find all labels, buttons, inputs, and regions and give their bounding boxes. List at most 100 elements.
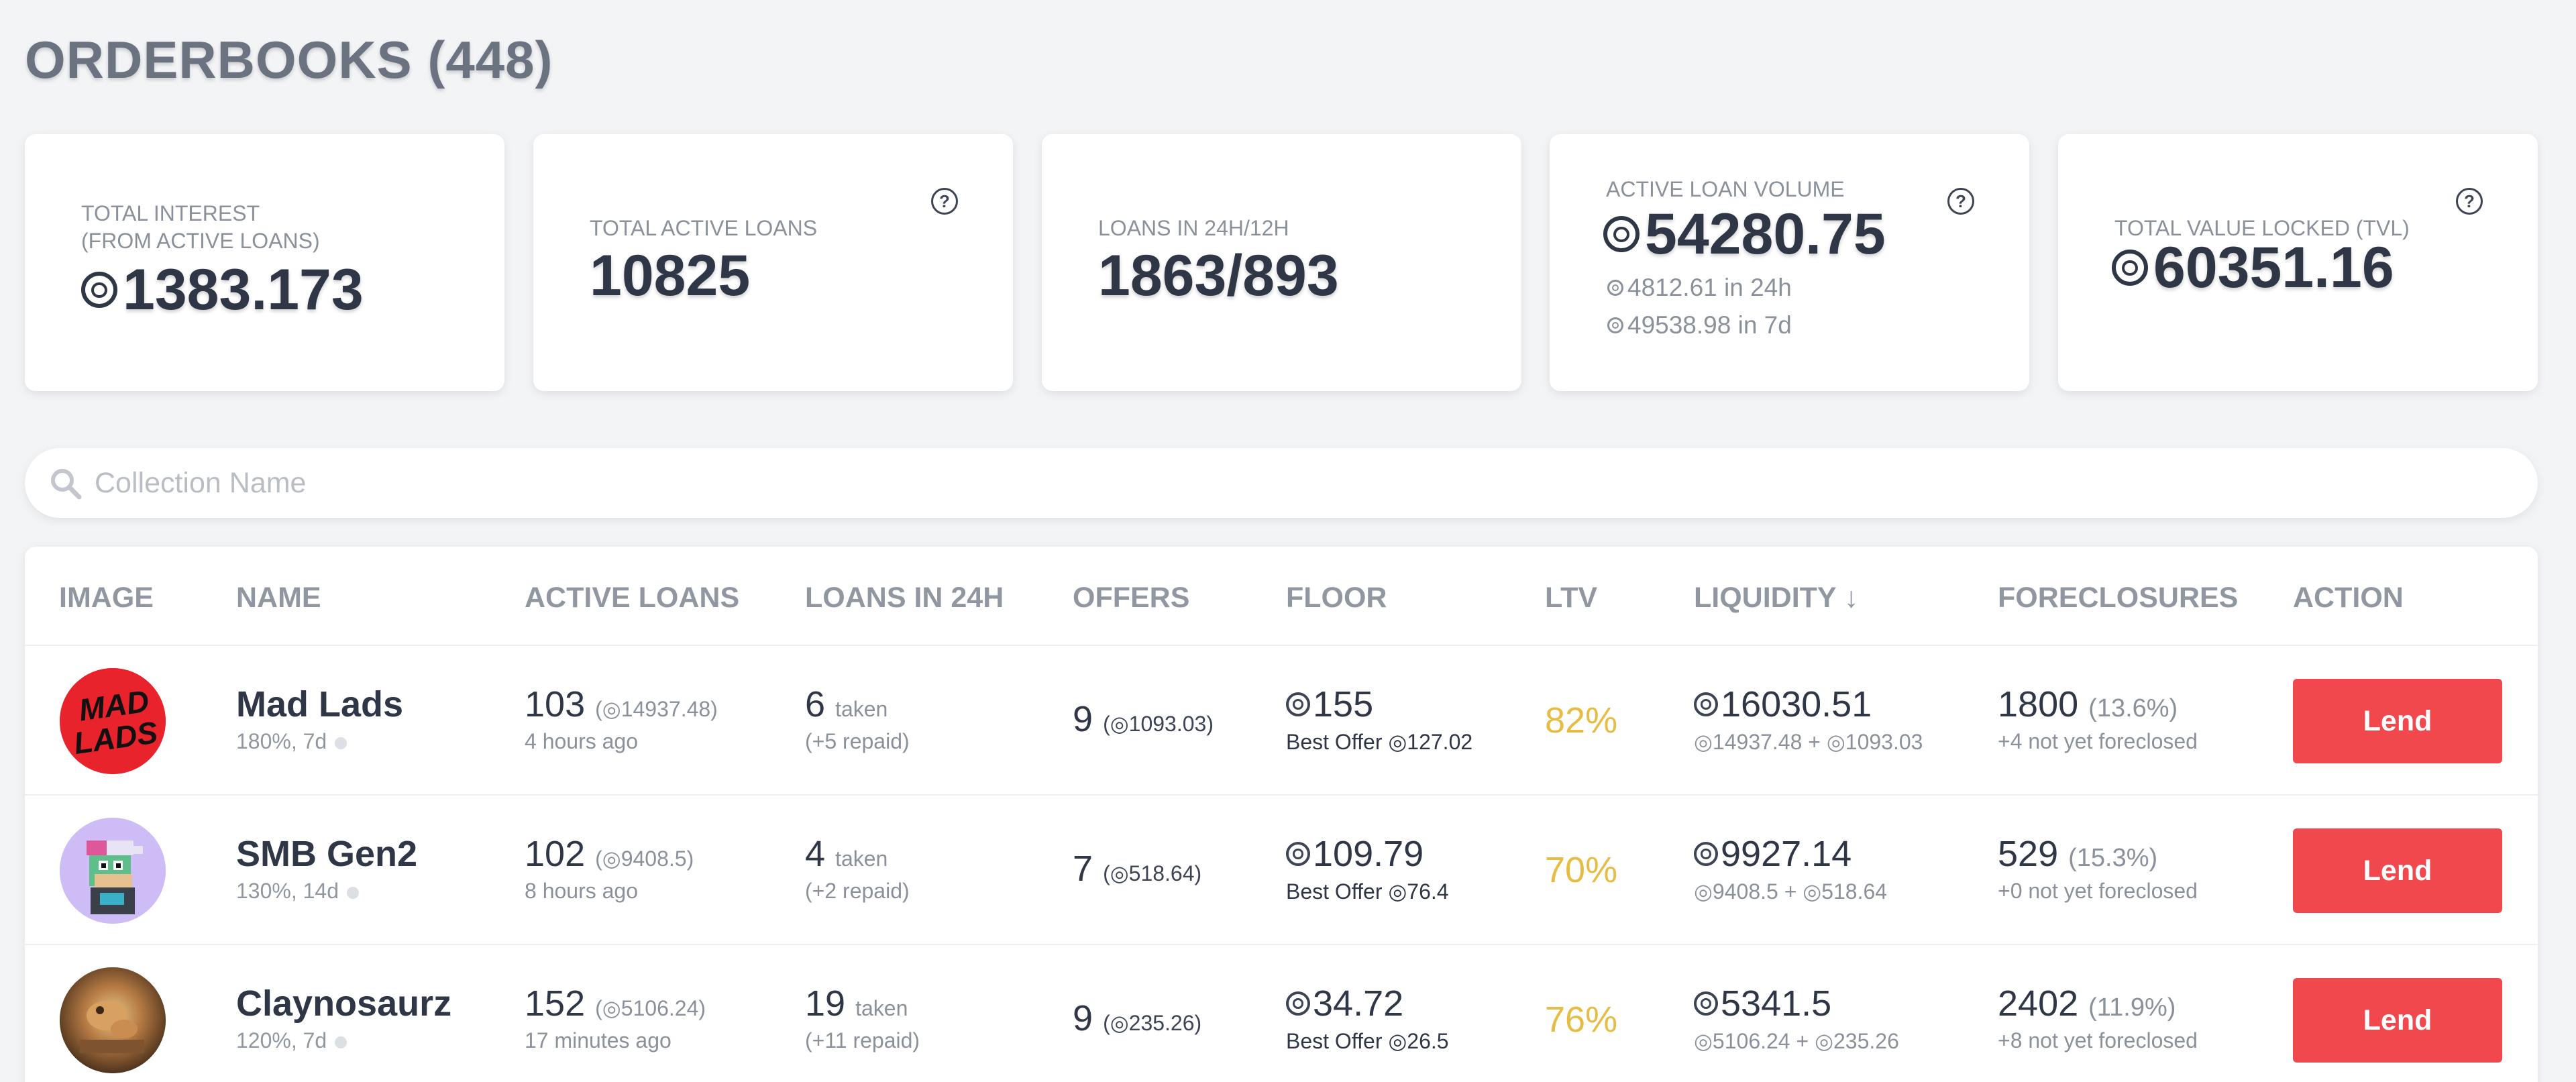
claynosaurz-image-icon	[60, 967, 166, 1073]
foreclosures-note: +0 not yet foreclosed	[1998, 879, 2198, 903]
total-interest-value-wrap: 1383.173	[81, 257, 364, 323]
collection-name-cell: Claynosaurz 120%, 7d	[236, 983, 451, 1053]
table-row[interactable]: SMB Gen2 130%, 14d 102 (◎9408.5) 8 hours…	[25, 796, 2538, 945]
help-icon[interactable]: ?	[2456, 188, 2483, 215]
collection-name[interactable]: Mad Lads	[236, 684, 404, 724]
offers-count: 9 (◎235.26)	[1073, 997, 1201, 1039]
active-loans-amount: (◎9408.5)	[595, 847, 694, 871]
active-loan-volume-label: ACTIVE LOAN VOLUME	[1606, 177, 1845, 201]
floor-cell: 34.72 Best Offer ◎26.5	[1286, 983, 1449, 1054]
table-row[interactable]: Claynosaurz 120%, 7d 152 (◎5106.24) 17 m…	[25, 945, 2538, 1082]
sol-coin-icon	[1286, 692, 1310, 716]
col-liquidity[interactable]: LIQUIDITY ↓	[1694, 582, 1859, 614]
loans-24h-value: 1863/893	[1098, 244, 1339, 308]
status-dot-icon	[335, 1036, 347, 1048]
sol-coin-icon	[2112, 250, 2148, 286]
help-icon[interactable]: ?	[1947, 188, 1974, 215]
liquidity-breakdown: ◎9408.5 + ◎518.64	[1694, 879, 1888, 904]
foreclosures-cell: 529 (15.3%) +0 not yet foreclosed	[1998, 833, 2198, 904]
best-offer: Best Offer ◎127.02	[1286, 730, 1473, 754]
foreclosures-pct: (13.6%)	[2088, 694, 2178, 722]
total-active-loans-value: 10825	[590, 244, 751, 308]
offers-value: 7	[1073, 849, 1093, 889]
loans-24h-count: 4 taken	[805, 833, 910, 875]
volume-24h: 4812.61 in 24h	[1607, 274, 1792, 302]
loans-24h-cell: 4 taken (+2 repaid)	[805, 833, 910, 904]
best-offer: Best Offer ◎76.4	[1286, 879, 1449, 904]
mad-lads-logo-icon: MAD LADS	[60, 668, 166, 774]
foreclosures-note: +8 not yet foreclosed	[1998, 1028, 2198, 1052]
loans-taken-label: taken	[855, 996, 908, 1020]
col-active-loans[interactable]: ACTIVE LOANS	[525, 582, 740, 614]
foreclosures-count: 1800 (13.6%)	[1998, 684, 2198, 725]
col-ltv[interactable]: LTV	[1545, 582, 1598, 614]
total-interest-label-line2: (FROM ACTIVE LOANS)	[81, 229, 320, 253]
total-interest-label-line1: TOTAL INTEREST	[81, 201, 260, 225]
loans-repaid: (+2 repaid)	[805, 879, 910, 903]
sol-coin-icon	[1694, 991, 1718, 1016]
page-title: ORDERBOOKS (448)	[25, 30, 553, 89]
search-icon	[51, 469, 82, 500]
last-loan-time: 8 hours ago	[525, 879, 639, 903]
total-interest-label: TOTAL INTEREST (FROM ACTIVE LOANS)	[81, 200, 320, 255]
active-loans-value: 103	[525, 684, 586, 724]
lend-button[interactable]: Lend	[2293, 828, 2502, 913]
col-floor[interactable]: FLOOR	[1286, 582, 1387, 614]
offers-cell: 9 (◎235.26)	[1073, 997, 1201, 1039]
last-loan-time: 4 hours ago	[525, 729, 639, 753]
foreclosures-cell: 1800 (13.6%) +4 not yet foreclosed	[1998, 684, 2198, 754]
sol-coin-icon	[1603, 216, 1640, 253]
floor-price: 34.72	[1286, 983, 1449, 1024]
active-loans-value: 152	[525, 983, 586, 1024]
active-loans-cell: 103 (◎14937.48) 4 hours ago	[525, 684, 718, 754]
tvl-value: 60351.16	[2153, 235, 2394, 300]
col-offers[interactable]: OFFERS	[1073, 582, 1190, 614]
active-loans-count: 102 (◎9408.5)	[525, 833, 694, 875]
liquidity-value: 16030.51	[1721, 684, 1872, 724]
collection-name[interactable]: Claynosaurz	[236, 983, 452, 1024]
floor-value: 155	[1313, 684, 1374, 724]
foreclosures-pct: (15.3%)	[2068, 844, 2158, 872]
table-row[interactable]: MAD LADS Mad Lads 180%, 7d 103 (◎14937.4…	[25, 646, 2538, 796]
col-foreclosures[interactable]: FORECLOSURES	[1998, 582, 2239, 614]
lend-button[interactable]: Lend	[2293, 679, 2502, 763]
foreclosures-count: 2402 (11.9%)	[1998, 983, 2198, 1024]
col-name[interactable]: NAME	[236, 582, 321, 614]
table-header: IMAGE NAME ACTIVE LOANS LOANS IN 24H OFF…	[25, 547, 2538, 646]
collection-terms: 180%, 7d	[236, 729, 403, 754]
total-active-loans-card: ? TOTAL ACTIVE LOANS 10825	[533, 134, 1013, 391]
floor-cell: 155 Best Offer ◎127.02	[1286, 684, 1472, 755]
liquidity-cell: 16030.51 ◎14937.48 + ◎1093.03	[1694, 684, 1923, 755]
tvl-value-wrap: 60351.16	[2112, 235, 2394, 301]
liquidity-breakdown: ◎5106.24 + ◎235.26	[1694, 1029, 1899, 1053]
liquidity-cell: 9927.14 ◎9408.5 + ◎518.64	[1694, 833, 1887, 904]
collection-name[interactable]: SMB Gen2	[236, 834, 418, 874]
lend-button[interactable]: Lend	[2293, 978, 2502, 1063]
liquidity-value: 5341.5	[1721, 983, 1832, 1024]
loans-24h-value: 19	[805, 983, 846, 1024]
search-input[interactable]	[95, 460, 2510, 506]
collection-terms: 130%, 14d	[236, 879, 417, 904]
active-loans-count: 152 (◎5106.24)	[525, 983, 706, 1024]
collection-name-cell: SMB Gen2 130%, 14d	[236, 833, 417, 904]
ltv-value: 70%	[1545, 850, 1618, 890]
floor-value: 109.79	[1313, 834, 1424, 874]
tvl-label: TOTAL VALUE LOCKED (TVL)	[2114, 216, 2410, 240]
ltv-value: 76%	[1545, 999, 1618, 1040]
foreclosures-note: +4 not yet foreclosed	[1998, 729, 2198, 753]
liquidity-total: 5341.5	[1694, 983, 1899, 1024]
loans-24h-value: 6	[805, 684, 826, 724]
floor-value: 34.72	[1313, 983, 1404, 1024]
col-loans-24h[interactable]: LOANS IN 24H	[805, 582, 1004, 614]
loans-24h-count: 19 taken	[805, 983, 920, 1024]
foreclosures-cell: 2402 (11.9%) +8 not yet foreclosed	[1998, 983, 2198, 1053]
active-loans-cell: 152 (◎5106.24) 17 minutes ago	[525, 983, 706, 1053]
collection-avatar: MAD LADS	[60, 668, 166, 774]
offers-value: 9	[1073, 699, 1093, 739]
foreclosures-value: 1800	[1998, 684, 2079, 724]
volume-7d: 49538.98 in 7d	[1607, 311, 1792, 339]
total-active-loans-label: TOTAL ACTIVE LOANS	[590, 216, 818, 240]
help-icon[interactable]: ?	[931, 188, 958, 215]
total-interest-card: TOTAL INTEREST (FROM ACTIVE LOANS) 1383.…	[25, 134, 504, 391]
loans-repaid: (+5 repaid)	[805, 729, 910, 753]
